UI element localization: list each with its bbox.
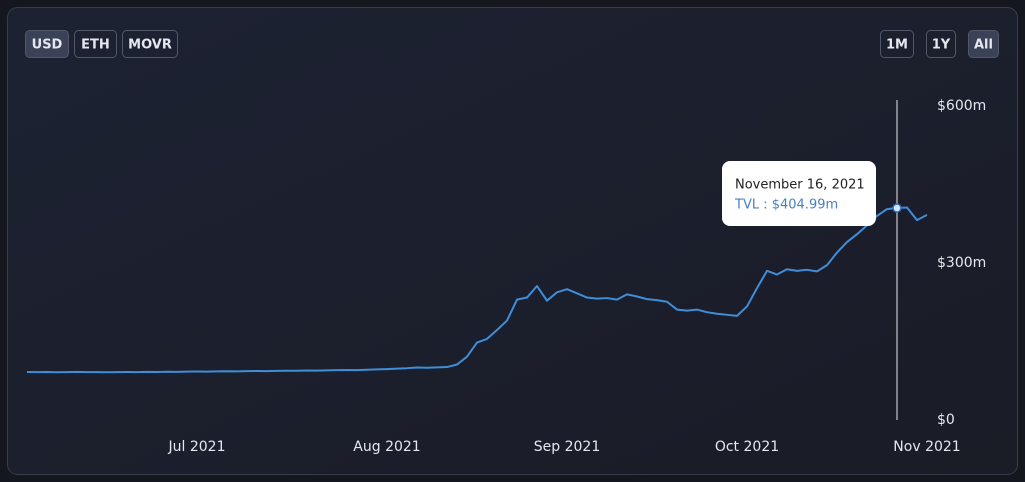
- x-tick-label: Aug 2021: [353, 439, 420, 455]
- y-tick-label: $600m: [937, 98, 986, 114]
- card: [7, 7, 1018, 475]
- y-tick-label: $300m: [937, 255, 986, 271]
- hover-point: [892, 203, 902, 213]
- tooltip-date: November 16, 2021: [735, 178, 865, 193]
- toggle-button[interactable]: MOVR: [122, 30, 178, 58]
- toggle-button[interactable]: 1Y: [926, 30, 956, 58]
- button-frame[interactable]: [880, 30, 914, 58]
- x-tick-label: Oct 2021: [715, 439, 779, 455]
- toggle-button[interactable]: ETH: [74, 30, 117, 58]
- tvl-line: [26, 206, 928, 374]
- x-tick-label: Sep 2021: [534, 439, 600, 455]
- button-label[interactable]: ETH: [81, 38, 110, 53]
- x-tick-label: Nov 2021: [893, 439, 960, 455]
- button-frame[interactable]: [968, 30, 999, 58]
- button-label[interactable]: 1Y: [932, 38, 951, 53]
- button-frame[interactable]: [74, 30, 117, 58]
- button-frame[interactable]: [25, 30, 69, 58]
- y-tick-label: $0: [937, 412, 955, 428]
- toggle-button[interactable]: USD: [25, 30, 69, 58]
- tooltip-value: TVL : $404.99m: [734, 198, 838, 213]
- toggle-button[interactable]: 1M: [880, 30, 914, 58]
- tooltip-box: [722, 161, 876, 226]
- toggle-button[interactable]: All: [968, 30, 999, 58]
- button-label[interactable]: All: [974, 38, 993, 53]
- button-frame[interactable]: [122, 30, 178, 58]
- button-label[interactable]: 1M: [886, 38, 908, 53]
- x-tick-label: Jul 2021: [168, 439, 226, 455]
- button-label[interactable]: MOVR: [128, 38, 172, 53]
- button-frame[interactable]: [926, 30, 956, 58]
- tooltip: November 16, 2021 TVL : $404.99m: [722, 161, 876, 226]
- button-label[interactable]: USD: [32, 38, 63, 53]
